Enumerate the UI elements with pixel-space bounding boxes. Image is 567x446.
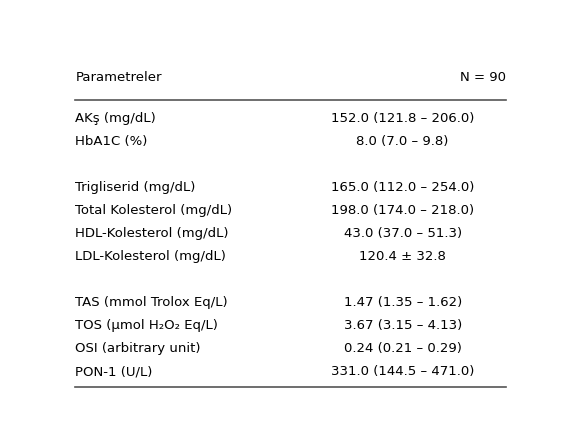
Text: OSI (arbitrary unit): OSI (arbitrary unit) [75, 342, 201, 355]
Text: 0.24 (0.21 – 0.29): 0.24 (0.21 – 0.29) [344, 342, 462, 355]
Text: TAS (mmol Trolox Eq/L): TAS (mmol Trolox Eq/L) [75, 296, 228, 309]
Text: HDL-Kolesterol (mg/dL): HDL-Kolesterol (mg/dL) [75, 227, 229, 240]
Text: PON-1 (U/L): PON-1 (U/L) [75, 365, 153, 378]
Text: 3.67 (3.15 – 4.13): 3.67 (3.15 – 4.13) [344, 319, 462, 332]
Text: 120.4 ± 32.8: 120.4 ± 32.8 [359, 250, 446, 263]
Text: Total Kolesterol (mg/dL): Total Kolesterol (mg/dL) [75, 204, 232, 217]
Text: LDL-Kolesterol (mg/dL): LDL-Kolesterol (mg/dL) [75, 250, 226, 263]
Text: 165.0 (112.0 – 254.0): 165.0 (112.0 – 254.0) [331, 181, 475, 194]
Text: Trigliserid (mg/dL): Trigliserid (mg/dL) [75, 181, 196, 194]
Text: N = 90: N = 90 [460, 70, 506, 84]
Text: AKş (mg/dL): AKş (mg/dL) [75, 112, 156, 125]
Text: 8.0 (7.0 – 9.8): 8.0 (7.0 – 9.8) [357, 135, 449, 148]
Text: HbA1C (%): HbA1C (%) [75, 135, 147, 148]
Text: 1.47 (1.35 – 1.62): 1.47 (1.35 – 1.62) [344, 296, 462, 309]
Text: Parametreler: Parametreler [75, 70, 162, 84]
Text: 43.0 (37.0 – 51.3): 43.0 (37.0 – 51.3) [344, 227, 462, 240]
Text: 331.0 (144.5 – 471.0): 331.0 (144.5 – 471.0) [331, 365, 475, 378]
Text: TOS (μmol H₂O₂ Eq/L): TOS (μmol H₂O₂ Eq/L) [75, 319, 218, 332]
Text: 198.0 (174.0 – 218.0): 198.0 (174.0 – 218.0) [331, 204, 474, 217]
Text: 152.0 (121.8 – 206.0): 152.0 (121.8 – 206.0) [331, 112, 475, 125]
